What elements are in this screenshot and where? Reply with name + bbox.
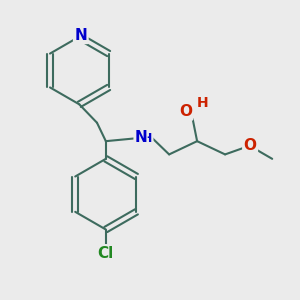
Text: H: H [142, 132, 152, 145]
Text: O: O [244, 138, 256, 153]
Text: Cl: Cl [98, 246, 114, 261]
Text: O: O [179, 104, 192, 119]
Text: H: H [197, 96, 209, 110]
Text: N: N [134, 130, 147, 146]
Text: N: N [74, 28, 87, 43]
